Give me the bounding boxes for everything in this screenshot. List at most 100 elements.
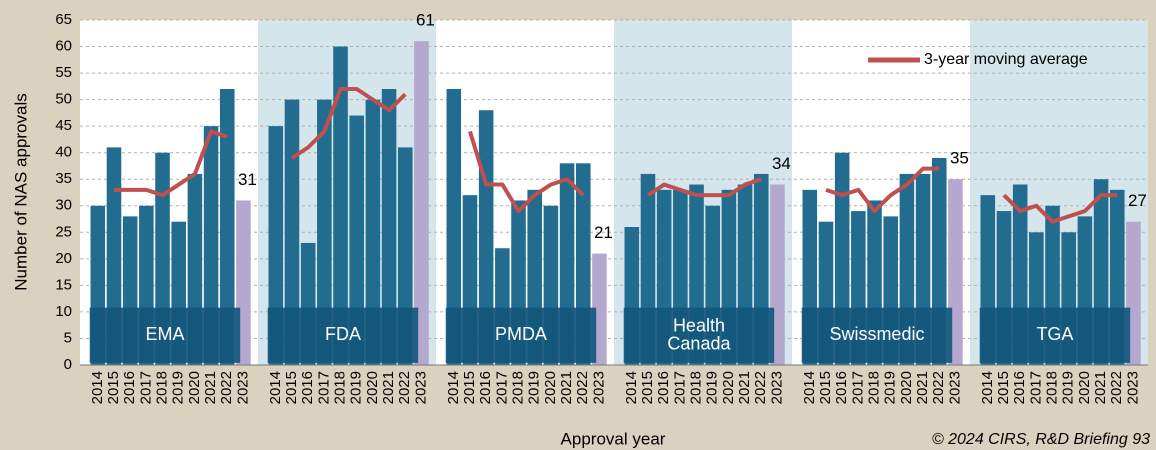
agency-label: FDA bbox=[325, 324, 361, 344]
bar bbox=[349, 115, 364, 366]
x-tick-label: 2019 bbox=[526, 371, 543, 404]
x-tick-label: 2019 bbox=[348, 371, 365, 404]
bar bbox=[317, 99, 332, 365]
x-tick-label: 2017 bbox=[315, 371, 332, 404]
y-tick-label: 5 bbox=[64, 329, 72, 346]
agency-box bbox=[267, 307, 419, 363]
x-tick-label: 2021 bbox=[380, 371, 397, 404]
x-tick-label: 2022 bbox=[574, 371, 591, 404]
x-tick-label: 2016 bbox=[1011, 371, 1028, 404]
x-tick-label: 2023 bbox=[768, 371, 785, 404]
x-tick-label: 2021 bbox=[736, 371, 753, 404]
bar bbox=[365, 99, 381, 365]
x-tick-label: 2016 bbox=[833, 371, 850, 404]
x-tick-label: 2020 bbox=[364, 371, 381, 404]
x-tick-label: 2019 bbox=[170, 371, 187, 404]
bar bbox=[203, 126, 219, 366]
x-tick-label: 2017 bbox=[493, 371, 510, 404]
x-tick-label: 2018 bbox=[687, 371, 704, 404]
agency-label: Swissmedic bbox=[829, 324, 924, 344]
moving-average-line bbox=[290, 87, 407, 160]
x-tick-label: 2018 bbox=[153, 371, 170, 404]
agency-label: Health Canada bbox=[667, 315, 731, 353]
moving-average-line bbox=[646, 177, 762, 198]
x-tick-label: 2023 bbox=[590, 371, 607, 404]
y-tick-label: 55 bbox=[55, 64, 72, 81]
y-tick-label: 35 bbox=[55, 170, 72, 187]
x-tick-label: 2014 bbox=[801, 371, 818, 404]
x-tick-label: 2015 bbox=[639, 371, 656, 404]
y-axis-label: Number of NAS approvals bbox=[11, 93, 30, 290]
x-tick-label: 2022 bbox=[218, 371, 235, 404]
y-tick-label: 65 bbox=[55, 11, 72, 28]
bar bbox=[268, 126, 284, 366]
x-tick-label: 2017 bbox=[671, 371, 688, 404]
x-tick-label: 2014 bbox=[979, 371, 996, 404]
x-tick-label: 2021 bbox=[1092, 371, 1109, 404]
x-tick-label: 2015 bbox=[283, 371, 300, 404]
x-tick-label: 2022 bbox=[396, 371, 413, 404]
x-tick-label: 2018 bbox=[865, 371, 882, 404]
y-tick-label: 30 bbox=[55, 197, 72, 214]
x-tick-label: 2014 bbox=[267, 371, 284, 404]
x-tick-label: 2015 bbox=[817, 371, 834, 404]
x-tick-label: 2018 bbox=[331, 371, 348, 404]
x-tick-label: 2016 bbox=[299, 371, 316, 404]
x-tick-label: 2020 bbox=[720, 371, 737, 404]
x-tick-label: 2021 bbox=[558, 371, 575, 404]
bar bbox=[219, 89, 235, 365]
x-tick-label: 2019 bbox=[1060, 371, 1077, 404]
agency-label: EMA bbox=[145, 324, 184, 344]
y-tick-label: 40 bbox=[55, 144, 72, 161]
moving-average-line bbox=[468, 130, 585, 214]
y-tick-label: 15 bbox=[55, 276, 72, 293]
x-tick-label: 2020 bbox=[186, 371, 203, 404]
bar bbox=[414, 41, 429, 365]
agency-box bbox=[89, 307, 241, 363]
x-tick-label: 2017 bbox=[137, 371, 154, 404]
x-tick-label: 2023 bbox=[412, 371, 429, 404]
x-tick-label: 2021 bbox=[202, 371, 219, 404]
agency-box bbox=[623, 307, 775, 363]
data-label: 21 bbox=[594, 223, 613, 242]
x-tick-label: 2016 bbox=[655, 371, 672, 404]
x-tick-label: 2015 bbox=[461, 371, 478, 404]
x-tick-label: 2015 bbox=[105, 371, 122, 404]
agency-label: TGA bbox=[1036, 324, 1073, 344]
agency-box bbox=[445, 307, 597, 363]
data-label: 31 bbox=[238, 170, 257, 189]
x-tick-label: 2023 bbox=[946, 371, 963, 404]
x-tick-label: 2019 bbox=[882, 371, 899, 404]
x-tick-label: 2018 bbox=[509, 371, 526, 404]
y-tick-label: 10 bbox=[55, 303, 72, 320]
y-tick-label: 60 bbox=[55, 38, 72, 55]
x-tick-label: 2022 bbox=[930, 371, 947, 404]
bar bbox=[284, 99, 300, 365]
y-tick-label: 20 bbox=[55, 250, 72, 267]
x-axis-label: Approval year bbox=[561, 429, 666, 448]
x-tick-label: 2016 bbox=[477, 371, 494, 404]
x-tick-label: 2018 bbox=[1043, 371, 1060, 404]
x-tick-label: 2021 bbox=[914, 371, 931, 404]
agency-box bbox=[979, 307, 1131, 363]
x-tick-label: 2022 bbox=[1108, 371, 1125, 404]
data-label: 34 bbox=[772, 154, 791, 173]
y-tick-label: 25 bbox=[55, 223, 72, 240]
x-tick-label: 2017 bbox=[849, 371, 866, 404]
bar bbox=[446, 89, 462, 365]
y-tick-label: 45 bbox=[55, 117, 72, 134]
x-tick-label: 2020 bbox=[898, 371, 915, 404]
data-label: 35 bbox=[950, 149, 969, 168]
moving-average-line bbox=[1002, 193, 1118, 224]
x-tick-label: 2023 bbox=[1124, 371, 1141, 404]
footnote: © 2024 CIRS, R&D Briefing 93 bbox=[932, 431, 1150, 448]
moving-average-line bbox=[113, 129, 228, 198]
legend-label: 3-year moving average bbox=[924, 51, 1088, 68]
y-tick-label: 0 bbox=[64, 356, 72, 373]
agency-box bbox=[801, 307, 953, 363]
x-tick-label: 2016 bbox=[121, 371, 138, 404]
y-tick-label: 50 bbox=[55, 91, 72, 108]
x-tick-label: 2023 bbox=[234, 371, 251, 404]
data-label: 27 bbox=[1128, 191, 1147, 210]
